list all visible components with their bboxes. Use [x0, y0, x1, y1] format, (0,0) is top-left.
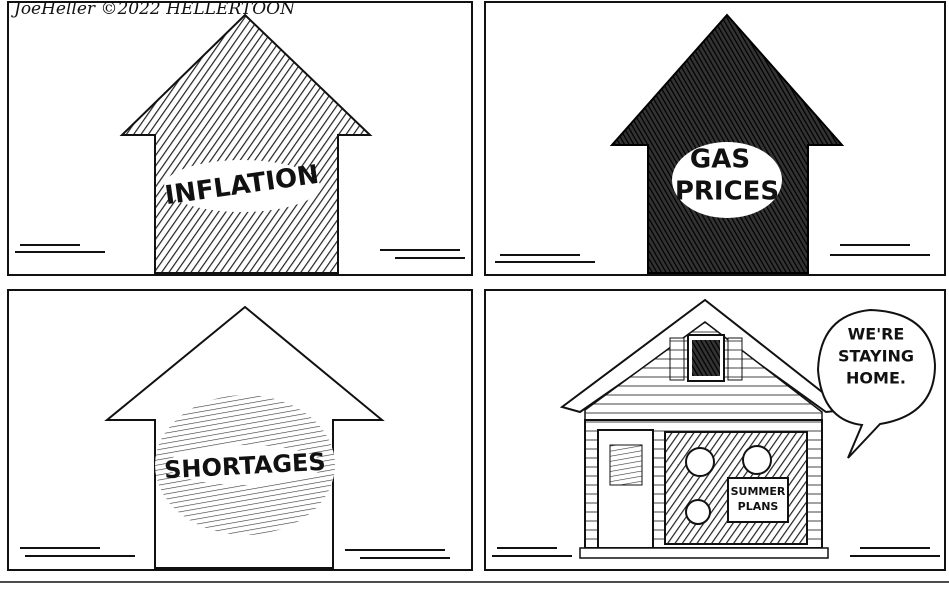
- shutter: [670, 338, 684, 380]
- comic: JoeHeller ©2022 HELLERTOON INFLATION GAS…: [0, 0, 949, 600]
- speech-text: WE'RE: [848, 325, 905, 344]
- person: [743, 446, 771, 474]
- arrow-label: GAS: [690, 145, 750, 175]
- door-window: [610, 445, 642, 485]
- attic-window-glass: [692, 340, 720, 376]
- sign-text: PLANS: [738, 500, 779, 513]
- shutter: [728, 338, 742, 380]
- signature: JoeHeller ©2022 HELLERTOON: [11, 0, 296, 19]
- person: [686, 500, 710, 524]
- porch: [580, 548, 828, 558]
- person: [686, 448, 714, 476]
- speech-text: HOME.: [846, 369, 906, 388]
- speech-text: STAYING: [838, 347, 914, 366]
- sign-text: SUMMER: [731, 485, 786, 498]
- arrow-label: PRICES: [675, 177, 779, 207]
